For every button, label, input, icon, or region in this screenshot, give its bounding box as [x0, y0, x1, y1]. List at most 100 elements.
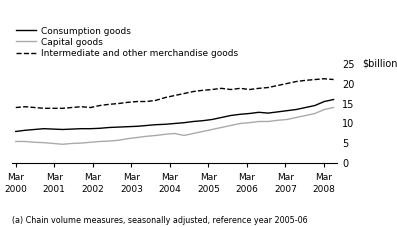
Consumption goods: [107, 126, 112, 129]
Consumption goods: [32, 128, 37, 131]
Consumption goods: [88, 127, 93, 130]
Text: Mar: Mar: [123, 173, 140, 183]
Intermediate and other merchandise goods: [60, 107, 65, 110]
Capital goods: [60, 143, 65, 146]
Text: 2008: 2008: [312, 185, 335, 194]
Capital goods: [247, 121, 252, 124]
Consumption goods: [275, 111, 280, 113]
Intermediate and other merchandise goods: [41, 107, 46, 110]
Capital goods: [116, 139, 121, 142]
Capital goods: [154, 134, 158, 137]
Intermediate and other merchandise goods: [154, 99, 158, 102]
Consumption goods: [228, 114, 233, 117]
Consumption goods: [331, 98, 336, 101]
Consumption goods: [294, 108, 299, 111]
Consumption goods: [312, 104, 317, 107]
Consumption goods: [154, 123, 158, 126]
Consumption goods: [60, 128, 65, 131]
Intermediate and other merchandise goods: [69, 106, 74, 109]
Consumption goods: [116, 126, 121, 128]
Consumption goods: [247, 112, 252, 115]
Intermediate and other merchandise goods: [285, 82, 289, 85]
Text: 2005: 2005: [197, 185, 220, 194]
Intermediate and other merchandise goods: [256, 87, 261, 90]
Intermediate and other merchandise goods: [88, 106, 93, 109]
Intermediate and other merchandise goods: [135, 100, 140, 103]
Intermediate and other merchandise goods: [294, 80, 299, 83]
Capital goods: [32, 141, 37, 144]
Intermediate and other merchandise goods: [98, 104, 102, 107]
Consumption goods: [210, 118, 214, 121]
Consumption goods: [172, 122, 177, 125]
Text: 2000: 2000: [4, 185, 27, 194]
Intermediate and other merchandise goods: [331, 78, 336, 81]
Intermediate and other merchandise goods: [116, 102, 121, 105]
Consumption goods: [51, 128, 56, 131]
Capital goods: [88, 141, 93, 144]
Capital goods: [98, 140, 102, 143]
Consumption goods: [135, 125, 140, 128]
Intermediate and other merchandise goods: [23, 105, 27, 108]
Intermediate and other merchandise goods: [144, 100, 149, 103]
Intermediate and other merchandise goods: [107, 103, 112, 106]
Capital goods: [144, 135, 149, 138]
Intermediate and other merchandise goods: [182, 92, 187, 95]
Capital goods: [79, 142, 84, 144]
Consumption goods: [266, 112, 270, 114]
Capital goods: [172, 132, 177, 135]
Text: Mar: Mar: [46, 173, 63, 183]
Consumption goods: [322, 100, 327, 103]
Capital goods: [331, 106, 336, 109]
Consumption goods: [238, 113, 243, 116]
Text: Mar: Mar: [316, 173, 332, 183]
Capital goods: [191, 132, 196, 135]
Capital goods: [312, 112, 317, 115]
Text: (a) Chain volume measures, seasonally adjusted, reference year 2005-06: (a) Chain volume measures, seasonally ad…: [12, 216, 308, 225]
Capital goods: [275, 119, 280, 122]
Capital goods: [238, 122, 243, 125]
Capital goods: [13, 140, 18, 143]
Text: 2006: 2006: [235, 185, 258, 194]
Consumption goods: [163, 123, 168, 126]
Capital goods: [303, 114, 308, 117]
Capital goods: [266, 120, 270, 123]
Text: Mar: Mar: [84, 173, 101, 183]
Capital goods: [41, 141, 46, 144]
Consumption goods: [285, 109, 289, 112]
Consumption goods: [303, 106, 308, 109]
Intermediate and other merchandise goods: [322, 77, 327, 80]
Consumption goods: [23, 129, 27, 132]
Y-axis label: $billion: $billion: [362, 59, 397, 69]
Intermediate and other merchandise goods: [51, 107, 56, 110]
Capital goods: [163, 133, 168, 136]
Consumption goods: [182, 121, 187, 124]
Capital goods: [210, 128, 214, 131]
Consumption goods: [125, 125, 130, 128]
Intermediate and other merchandise goods: [13, 106, 18, 109]
Intermediate and other merchandise goods: [303, 79, 308, 82]
Consumption goods: [219, 116, 224, 119]
Intermediate and other merchandise goods: [275, 84, 280, 87]
Text: Mar: Mar: [200, 173, 217, 183]
Text: 2002: 2002: [81, 185, 104, 194]
Capital goods: [69, 142, 74, 145]
Intermediate and other merchandise goods: [238, 87, 243, 90]
Capital goods: [135, 136, 140, 139]
Consumption goods: [41, 127, 46, 130]
Consumption goods: [200, 119, 205, 122]
Text: Mar: Mar: [239, 173, 255, 183]
Text: Mar: Mar: [161, 173, 178, 183]
Consumption goods: [69, 128, 74, 131]
Intermediate and other merchandise goods: [163, 96, 168, 99]
Consumption goods: [79, 127, 84, 130]
Text: 2001: 2001: [43, 185, 66, 194]
Intermediate and other merchandise goods: [312, 78, 317, 81]
Text: 2007: 2007: [274, 185, 297, 194]
Text: 2004: 2004: [158, 185, 181, 194]
Legend: Consumption goods, Capital goods, Intermediate and other merchandise goods: Consumption goods, Capital goods, Interm…: [16, 27, 238, 58]
Intermediate and other merchandise goods: [228, 88, 233, 91]
Intermediate and other merchandise goods: [210, 88, 214, 91]
Capital goods: [51, 142, 56, 145]
Intermediate and other merchandise goods: [125, 101, 130, 104]
Intermediate and other merchandise goods: [200, 89, 205, 92]
